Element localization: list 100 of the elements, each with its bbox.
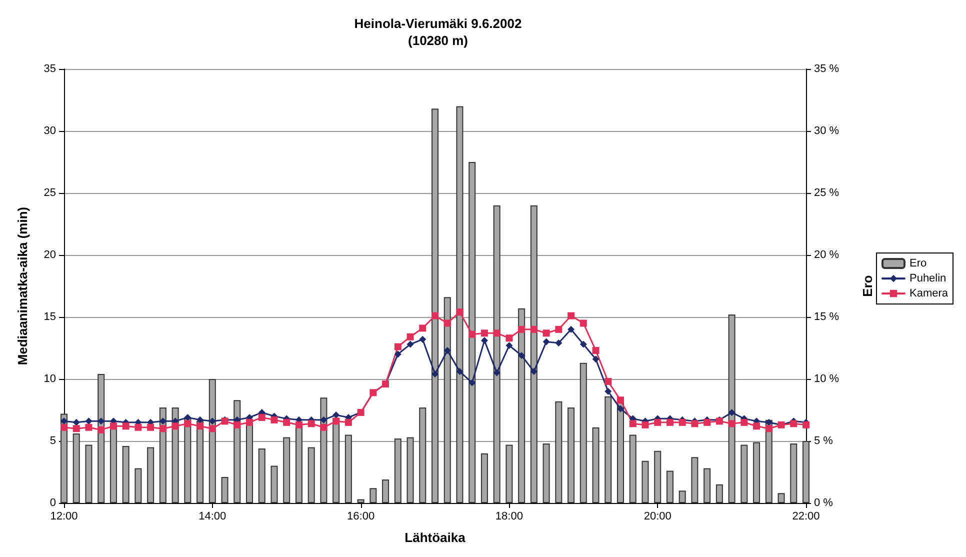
bar <box>394 438 402 503</box>
point <box>542 338 550 346</box>
chart-title: Heinola-Vierumäki 9.6.2002 <box>354 16 522 31</box>
bar <box>678 490 686 503</box>
bar <box>642 460 649 503</box>
bar <box>790 443 798 503</box>
bar <box>406 437 414 503</box>
x-axis-title: Lähtöaika <box>404 530 466 545</box>
bar <box>147 447 154 503</box>
bar <box>370 488 377 503</box>
point <box>765 418 772 426</box>
y2-tick-label: 5 % <box>814 435 834 447</box>
bar <box>134 468 142 503</box>
point <box>592 356 600 363</box>
point <box>530 368 538 376</box>
point <box>72 418 80 426</box>
point <box>728 408 736 416</box>
bar <box>382 479 390 503</box>
bar <box>654 450 662 503</box>
bar <box>716 484 723 503</box>
point <box>98 418 105 425</box>
bar <box>196 421 204 503</box>
point <box>159 418 166 425</box>
bar <box>456 106 464 503</box>
bar <box>98 374 105 503</box>
bar <box>468 162 476 503</box>
point <box>196 416 204 424</box>
y2-tick-label: 35 % <box>814 63 840 75</box>
bar <box>568 408 575 503</box>
bar <box>283 437 290 503</box>
point <box>555 340 562 347</box>
bar <box>444 297 451 503</box>
bar <box>604 396 612 503</box>
bar <box>208 379 216 503</box>
bar <box>555 401 562 503</box>
y2-tick-label: 25 % <box>814 187 840 199</box>
point <box>208 418 216 425</box>
y-tick-label: 25 <box>44 187 56 199</box>
y2-tick-label: 20 % <box>814 249 840 261</box>
y-tick-label: 20 <box>44 249 56 261</box>
point <box>568 326 575 333</box>
bar <box>802 441 810 503</box>
y-tick-label: 10 <box>44 373 56 385</box>
bar <box>432 108 438 503</box>
bar <box>506 444 513 503</box>
point <box>419 336 426 343</box>
point <box>320 416 328 424</box>
bar <box>518 308 526 503</box>
x-tick-label: 22:00 <box>792 510 820 522</box>
point <box>456 368 464 376</box>
bar <box>629 434 636 503</box>
y2-axis-title: Ero <box>860 275 875 297</box>
bar <box>728 314 736 503</box>
bar <box>666 470 674 503</box>
bar <box>357 499 364 503</box>
x-tick-label: 18:00 <box>495 510 523 522</box>
point <box>480 337 488 344</box>
y-tick-label: 30 <box>44 125 56 137</box>
legend-label: Ero <box>909 258 927 270</box>
bar <box>258 448 266 503</box>
bar <box>480 453 488 503</box>
x-tick-label: 20:00 <box>644 510 672 522</box>
x-tick-label: 14:00 <box>198 510 226 522</box>
y2-tick-label: 15 % <box>814 311 840 323</box>
bar <box>344 434 352 503</box>
point <box>394 350 402 358</box>
bar <box>221 476 228 503</box>
bar <box>85 444 92 503</box>
y2-tick-label: 10 % <box>814 373 840 385</box>
bar <box>542 443 550 503</box>
y-tick-label: 5 <box>50 435 56 447</box>
point <box>432 370 438 378</box>
chart-subtitle: (10280 m) <box>408 33 468 48</box>
y2-tick-label: 30 % <box>814 125 840 137</box>
point <box>604 388 612 395</box>
x-tick-label: 12:00 <box>50 510 78 522</box>
bar <box>753 442 760 503</box>
bar <box>740 444 748 503</box>
bar <box>592 427 600 503</box>
point <box>506 342 513 350</box>
bar <box>493 205 500 503</box>
bar <box>704 468 711 503</box>
point <box>444 346 451 354</box>
legend-label: Kamera <box>909 288 949 300</box>
point <box>60 418 68 425</box>
x-tick-label: 16:00 <box>347 510 375 522</box>
y-axis-title: Mediaanimatka-aika (min) <box>15 206 30 366</box>
y-tick-label: 15 <box>44 311 56 323</box>
point <box>85 418 92 425</box>
bar <box>778 493 785 503</box>
bar <box>419 408 426 503</box>
point <box>332 411 340 418</box>
bar <box>270 466 278 503</box>
y-tick-label: 0 <box>50 497 56 509</box>
bar <box>530 205 538 503</box>
y2-tick-label: 0 % <box>814 497 834 509</box>
bar <box>691 457 698 503</box>
legend-label: Puhelin <box>909 272 946 284</box>
point <box>468 379 476 386</box>
point <box>493 369 500 376</box>
